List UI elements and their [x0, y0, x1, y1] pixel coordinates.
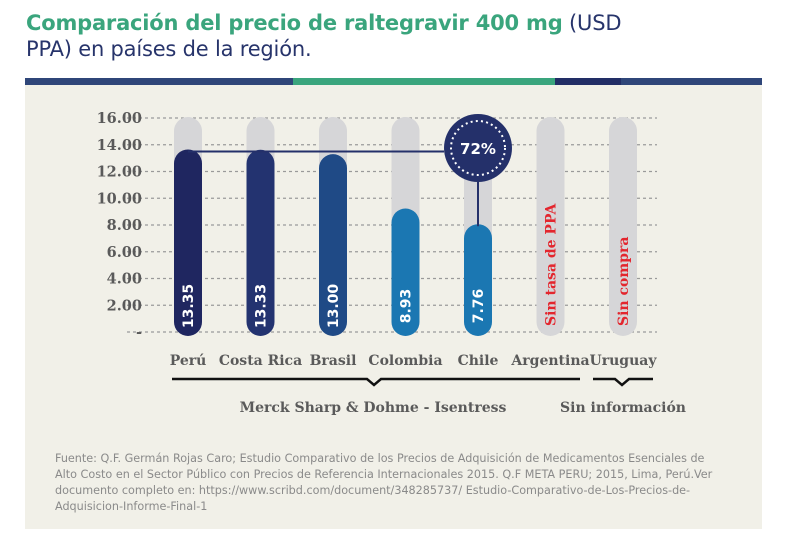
title-underline-bar	[25, 78, 762, 85]
underline-segment-dark	[555, 78, 621, 85]
y-tick-label: 4.00	[107, 271, 142, 288]
chart-title-regular: (USD PPA) en países de la región.	[26, 11, 622, 61]
bars	[174, 149, 492, 336]
x-axis-label: Perú	[170, 353, 207, 369]
y-tick-label: 10.00	[97, 190, 142, 207]
callout-dotted-ring	[450, 120, 506, 176]
y-tick-label: 14.00	[97, 137, 142, 154]
group-brackets: Merck Sharp & Dohme - Isentress Sin infor…	[172, 377, 686, 416]
bar-chile	[464, 224, 492, 336]
source-note: Fuente: Q.F. Germán Rojas Caro; Estudio …	[55, 452, 713, 513]
x-axis-label: Chile	[458, 353, 499, 369]
underline-segment-green	[293, 78, 555, 85]
y-tick-label: 12.00	[97, 164, 142, 181]
bar-value-label: 13.00	[326, 284, 342, 329]
bar-track	[536, 117, 565, 336]
underline-segment-navy	[25, 78, 293, 85]
x-axis-label: Brasil	[310, 353, 357, 369]
y-tick-label: 8.00	[107, 217, 142, 234]
y-axis-ticks: - 2.00 4.00 6.00 8.00 10.00 12.00 14.00 16.00	[97, 110, 142, 341]
callout-value: 72%	[460, 140, 496, 158]
y-tick-label: 6.00	[107, 244, 142, 261]
y-tick-label: 2.00	[107, 297, 142, 314]
bar-track	[609, 117, 637, 336]
group-bracket	[593, 377, 653, 387]
chart-title-bold: Comparación del precio de raltegravir 40…	[26, 11, 563, 35]
group-bracket	[172, 377, 580, 387]
y-tick-label: -	[136, 324, 142, 341]
bar-value-label: 7.76	[471, 289, 487, 324]
x-axis-label: Costa Rica	[219, 353, 302, 369]
underline-segment-navy-right	[621, 78, 762, 85]
x-axis-labels: Perú Costa Rica Brasil Colombia Chile Argenti…	[170, 353, 658, 369]
bar-value-label: Sin tasa de PPA	[544, 203, 560, 326]
x-axis-label: Argentina	[510, 353, 589, 369]
group-label: Merck Sharp & Dohme - Isentress	[240, 400, 507, 416]
chart-title: Comparación del precio de raltegravir 40…	[26, 10, 646, 62]
x-axis-label: Colombia	[368, 353, 442, 369]
bar-costa-rica	[246, 149, 275, 336]
y-tick-label: 16.00	[97, 110, 142, 127]
bar-brasil	[319, 154, 347, 336]
bar-value-label: 8.93	[399, 289, 415, 324]
difference-callout: 72%	[188, 114, 512, 227]
callout-circle	[444, 114, 512, 182]
x-axis-label: Uruguay	[590, 353, 658, 369]
group-label: Sin información	[560, 400, 686, 416]
bar-value-label: 13.35	[181, 284, 197, 328]
bar-value-labels: 13.35 13.33 13.00 8.93 7.76 Sin tasa de PPA Si…	[181, 203, 632, 329]
bar-perú	[174, 149, 202, 336]
bar-colombia	[391, 208, 420, 336]
bar-value-label: 13.33	[254, 284, 270, 328]
bar-value-label: Sin compra	[616, 237, 632, 326]
